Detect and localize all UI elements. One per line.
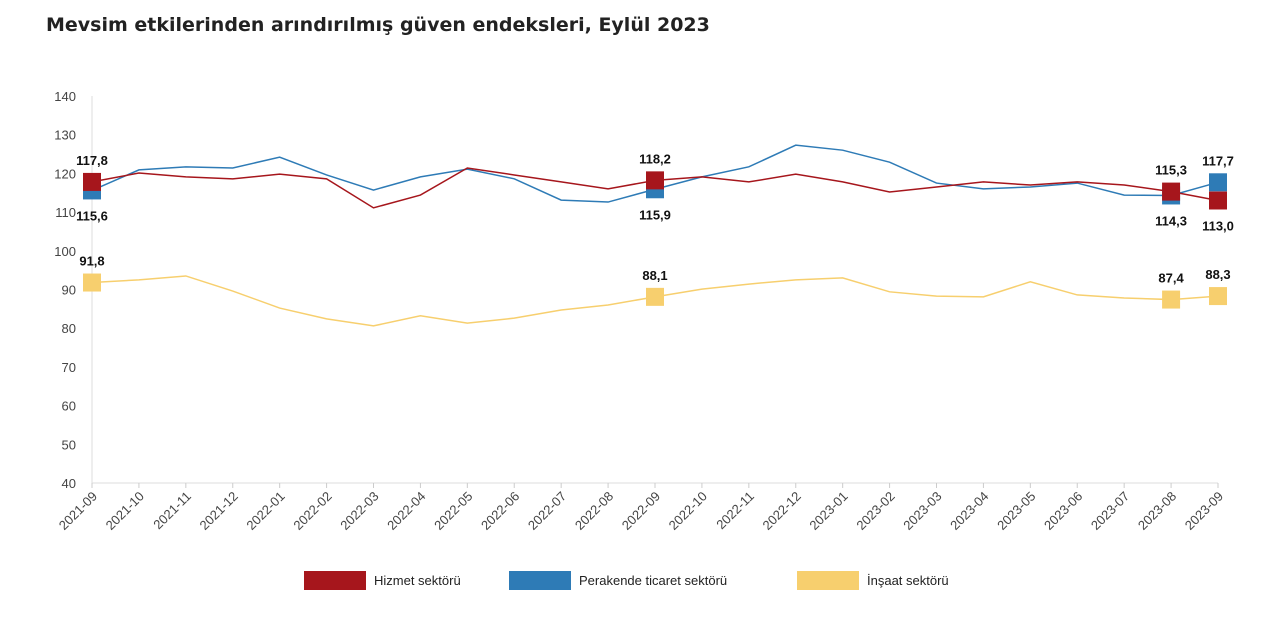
x-tick-label: 2022-01	[243, 489, 287, 533]
data-label: 113,0	[1202, 218, 1234, 233]
data-marker	[1162, 182, 1181, 201]
legend-label: Perakende ticaret sektörü	[579, 573, 727, 588]
legend-swatch	[797, 571, 859, 590]
x-tick-label: 2021-11	[150, 489, 194, 533]
x-tick-label: 2021-12	[197, 489, 241, 533]
chart-title: Mevsim etkilerinden arındırılmış güven e…	[46, 14, 710, 36]
x-tick-label: 2023-05	[994, 489, 1038, 533]
y-tick-label: 100	[54, 244, 76, 259]
data-marker	[1209, 191, 1227, 210]
data-marker	[646, 287, 664, 306]
x-tick-label: 2022-05	[431, 489, 475, 533]
legend-swatch	[509, 571, 571, 590]
y-tick-label: 40	[62, 476, 76, 491]
y-tick-label: 110	[55, 205, 76, 220]
x-tick-label: 2023-06	[1041, 489, 1085, 533]
y-tick-label: 140	[54, 89, 76, 104]
y-tick-label: 130	[54, 128, 76, 143]
x-tick-label: 2023-04	[947, 489, 991, 533]
legend-label: İnşaat sektörü	[867, 573, 949, 588]
x-tick-label: 2023-01	[806, 489, 850, 533]
y-tick-label: 90	[62, 283, 76, 298]
data-label: 115,3	[1155, 163, 1187, 178]
data-marker	[83, 273, 101, 292]
data-label: 118,2	[639, 151, 671, 166]
y-tick-label: 50	[62, 437, 76, 452]
data-label: 88,3	[1205, 267, 1230, 282]
x-tick-label: 2023-08	[1135, 489, 1179, 533]
legend-label: Hizmet sektörü	[374, 573, 461, 588]
y-tick-label: 70	[62, 360, 76, 375]
data-marker	[1209, 173, 1227, 192]
x-tick-label: 2022-02	[290, 489, 334, 533]
x-tick-label: 2022-03	[337, 489, 381, 533]
x-tick-label: 2022-09	[619, 489, 663, 533]
data-marker	[1162, 290, 1181, 309]
y-tick-label: 120	[54, 166, 76, 181]
x-tick-label: 2021-10	[103, 489, 147, 533]
data-label: 117,7	[1202, 153, 1234, 168]
data-label: 87,4	[1158, 271, 1184, 286]
data-marker	[1209, 287, 1227, 306]
data-label: 88,1	[642, 268, 667, 283]
data-label: 114,3	[1155, 213, 1187, 228]
data-marker	[83, 172, 101, 191]
x-tick-label: 2022-12	[760, 489, 804, 533]
data-marker	[646, 171, 664, 190]
y-tick-label: 60	[62, 399, 76, 414]
x-tick-label: 2022-04	[384, 489, 428, 533]
x-tick-label: 2023-02	[853, 489, 897, 533]
x-tick-label: 2022-10	[666, 489, 710, 533]
legend-swatch	[304, 571, 366, 590]
x-tick-label: 2022-08	[572, 489, 616, 533]
x-tick-label: 2022-07	[525, 489, 569, 533]
x-tick-label: 2023-07	[1088, 489, 1132, 533]
x-tick-label: 2023-09	[1182, 489, 1226, 533]
x-tick-label: 2022-06	[478, 489, 522, 533]
x-tick-label: 2021-09	[56, 489, 100, 533]
data-label: 115,9	[639, 207, 671, 222]
x-tick-label: 2023-03	[900, 489, 944, 533]
y-tick-label: 80	[62, 321, 76, 336]
data-label: 117,8	[76, 153, 108, 168]
x-tick-label: 2022-11	[713, 489, 757, 533]
data-label: 115,6	[76, 208, 108, 223]
data-label: 91,8	[79, 254, 104, 269]
